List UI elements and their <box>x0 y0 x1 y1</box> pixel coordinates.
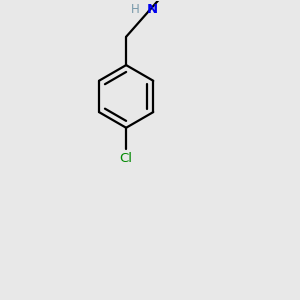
Text: H: H <box>131 2 140 16</box>
Text: N: N <box>146 2 158 16</box>
Text: Cl: Cl <box>120 152 133 165</box>
